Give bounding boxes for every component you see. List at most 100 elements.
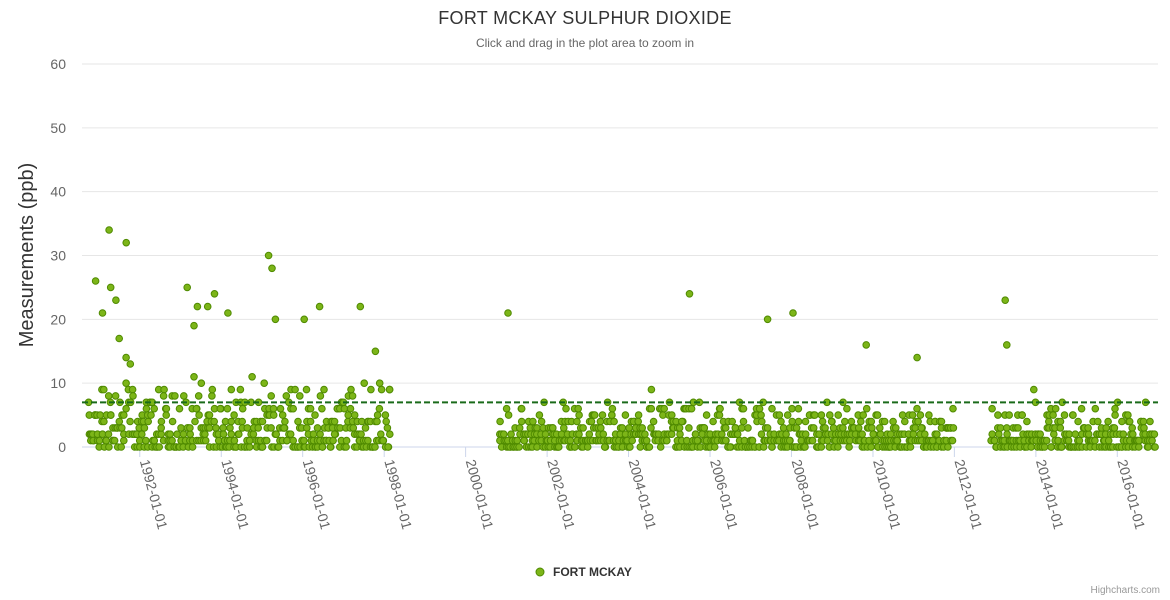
data-point[interactable] [110,436,119,445]
data-point[interactable] [192,404,201,413]
data-point[interactable] [360,379,369,388]
data-point[interactable] [794,417,803,426]
data-point[interactable] [289,436,298,445]
data-point[interactable] [988,404,996,413]
data-point[interactable] [1003,424,1011,432]
data-point[interactable] [100,417,108,426]
data-point[interactable] [913,353,921,362]
data-point[interactable] [854,424,863,432]
data-point[interactable] [504,411,513,419]
data-point[interactable] [175,404,184,413]
data-point[interactable] [107,411,115,419]
data-point[interactable] [203,302,212,311]
data-point[interactable] [212,424,220,432]
data-point[interactable] [823,436,832,445]
data-point[interactable] [1054,436,1062,445]
data-point[interactable] [179,430,188,439]
data-point[interactable] [180,392,188,400]
data-point[interactable] [162,404,171,413]
data-point[interactable] [230,411,238,419]
data-point[interactable] [210,290,219,298]
data-point[interactable] [168,417,177,426]
data-point[interactable] [1036,430,1044,439]
data-point[interactable] [862,404,871,413]
data-point[interactable] [210,417,218,426]
data-point[interactable] [1111,411,1119,419]
data-point[interactable] [675,424,684,432]
data-point[interactable] [386,430,394,439]
data-point[interactable] [782,430,790,439]
data-point[interactable] [599,430,608,439]
data-point[interactable] [104,392,113,400]
data-point[interactable] [177,424,185,432]
data-point[interactable] [318,404,326,413]
data-point[interactable] [190,373,198,381]
data-point[interactable] [579,424,587,432]
data-point[interactable] [118,424,126,432]
data-point[interactable] [739,404,748,413]
data-point[interactable] [583,443,592,451]
data-point[interactable] [1084,424,1092,432]
data-point[interactable] [575,411,583,419]
data-point[interactable] [157,424,165,432]
data-point[interactable] [309,430,318,439]
data-point[interactable] [303,424,311,432]
data-point[interactable] [349,424,358,432]
data-point[interactable] [375,379,384,388]
data-point[interactable] [687,404,696,413]
data-point[interactable] [901,417,909,426]
data-point[interactable] [342,443,350,451]
data-point[interactable] [283,436,291,445]
data-point[interactable] [296,392,304,400]
data-point[interactable] [728,417,737,426]
data-point[interactable] [238,404,247,413]
data-point[interactable] [517,404,526,413]
data-point[interactable] [862,341,871,349]
data-point[interactable] [535,411,544,419]
data-point[interactable] [818,417,827,426]
data-point[interactable] [1023,417,1031,426]
data-point[interactable] [496,417,504,426]
data-point[interactable] [541,430,550,439]
data-point[interactable] [190,321,198,330]
data-point[interactable] [260,379,269,388]
data-point[interactable] [1150,430,1159,439]
data-point[interactable] [186,430,194,439]
data-point[interactable] [1119,430,1128,439]
data-point[interactable] [645,443,654,451]
data-point[interactable] [908,411,917,419]
data-point[interactable] [876,424,884,432]
data-point[interactable] [348,392,357,400]
data-point[interactable] [267,392,276,400]
data-point[interactable] [318,443,327,451]
data-point[interactable] [356,302,365,311]
data-point[interactable] [111,392,120,400]
data-point[interactable] [1064,436,1073,445]
data-point[interactable] [621,411,630,419]
data-point[interactable] [112,296,120,305]
data-point[interactable] [994,411,1002,419]
data-point[interactable] [626,443,634,451]
data-point[interactable] [1003,341,1011,349]
data-point[interactable] [685,424,693,432]
data-point[interactable] [726,443,734,451]
data-point[interactable] [792,424,801,432]
data-point[interactable] [1135,436,1143,445]
data-point[interactable] [1042,436,1051,445]
data-point[interactable] [162,411,170,419]
data-point[interactable] [783,411,792,419]
data-point[interactable] [117,443,125,451]
data-point[interactable] [678,417,686,426]
data-point[interactable] [128,385,137,394]
data-point[interactable] [663,436,671,445]
data-point[interactable] [235,430,243,439]
data-point[interactable] [272,430,281,439]
data-point[interactable] [1128,424,1136,432]
data-point[interactable] [205,424,214,432]
data-point[interactable] [1051,404,1060,413]
data-point[interactable] [625,424,633,432]
data-point[interactable] [243,424,252,432]
data-point[interactable] [205,411,214,419]
data-point[interactable] [801,443,809,451]
data-point[interactable] [562,404,570,413]
